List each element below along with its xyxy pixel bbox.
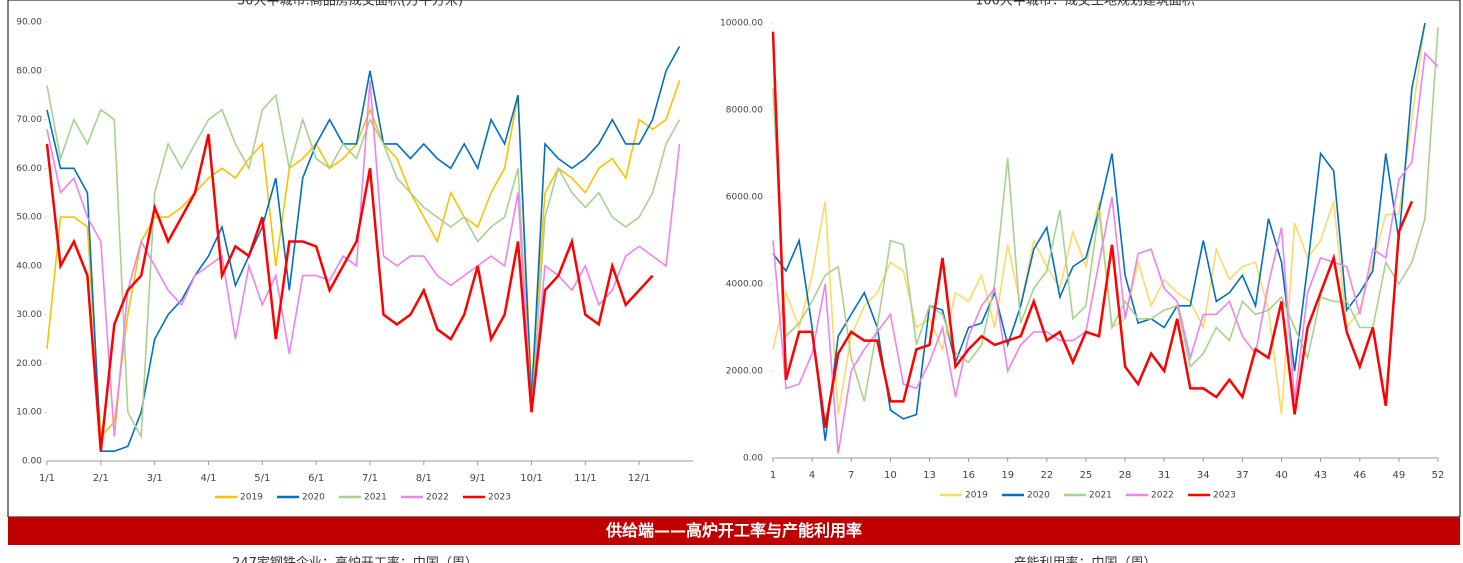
y-tick-label: 90.00 <box>16 18 42 28</box>
caption: 产能利用率：中国（周） <box>1013 552 1156 563</box>
legend-label: 2021 <box>1089 491 1112 501</box>
series-line <box>45 133 654 452</box>
legend-label: 2023 <box>1213 491 1236 501</box>
y-tick-label: 50.00 <box>16 213 42 223</box>
legend-label: 2019 <box>965 491 988 501</box>
x-tick-label: 10/1 <box>520 473 542 484</box>
y-tick-label: 70.00 <box>16 115 42 125</box>
y-tick-label: 10.00 <box>16 408 42 418</box>
y-tick-label: 4000.00 <box>726 280 763 290</box>
chart-title: 30大中城市:商品房成交面积(万平方米) <box>237 0 463 9</box>
y-tick-label: 0.00 <box>743 454 763 464</box>
x-tick-label: 10 <box>884 470 897 481</box>
series-line <box>46 85 681 440</box>
caption: 247家钢铁企业：高炉开工率：中国（周） <box>232 552 478 563</box>
legend-label: 2022 <box>426 493 449 503</box>
x-tick-label: 1 <box>770 470 776 481</box>
y-tick-label: 80.00 <box>16 66 42 76</box>
x-tick-label: 40 <box>1275 470 1288 481</box>
x-tick-label: 11/1 <box>574 473 596 484</box>
x-tick-label: 22 <box>1040 470 1053 481</box>
legend-label: 2020 <box>1027 491 1050 501</box>
legend-label: 2020 <box>302 493 325 503</box>
y-tick-label: 40.00 <box>16 261 42 271</box>
x-tick-label: 46 <box>1353 470 1366 481</box>
series-line <box>772 22 1426 441</box>
series-line <box>771 31 1414 428</box>
x-tick-label: 52 <box>1432 470 1445 481</box>
x-tick-label: 4 <box>809 470 815 481</box>
x-tick-label: 1/1 <box>39 473 55 484</box>
x-tick-label: 25 <box>1080 470 1093 481</box>
y-tick-label: 60.00 <box>16 164 42 174</box>
legend-label: 2022 <box>1151 491 1174 501</box>
x-tick-label: 6/1 <box>308 473 324 484</box>
x-tick-label: 8/1 <box>416 473 432 484</box>
charts: 30大中城市:商品房成交面积(万平方米) 1/1 2/1 3/1 4/1 5/1 6/1 7/… <box>7 0 1461 517</box>
y-tick-label: 30.00 <box>16 310 42 320</box>
x-tick-label: 49 <box>1393 470 1406 481</box>
y-tick-label: 20.00 <box>16 359 42 369</box>
x-tick-label: 3/1 <box>147 473 163 484</box>
legend-label: 2021 <box>364 493 387 503</box>
x-tick-label: 9/1 <box>470 473 486 484</box>
x-tick-label: 13 <box>923 470 936 481</box>
frame <box>7 0 1461 517</box>
legend-label: 2019 <box>240 493 263 503</box>
y-tick-label: 0.00 <box>22 457 42 467</box>
series-line <box>772 51 1439 454</box>
x-tick-label: 12/1 <box>628 473 650 484</box>
x-tick-label: 4/1 <box>200 473 216 484</box>
series-line <box>772 22 1426 415</box>
x-tick-label: 19 <box>1001 470 1014 481</box>
series-line <box>46 80 681 437</box>
x-tick-label: 31 <box>1158 470 1171 481</box>
x-tick-label: 37 <box>1236 470 1249 481</box>
x-tick-label: 2/1 <box>93 473 109 484</box>
series-line <box>772 27 1439 402</box>
series-line <box>46 46 681 452</box>
x-tick-label: 5/1 <box>254 473 270 484</box>
series-line <box>46 80 681 439</box>
y-tick-label: 6000.00 <box>726 193 763 203</box>
y-tick-label: 2000.00 <box>726 367 763 377</box>
x-tick-label: 7 <box>848 470 854 481</box>
x-tick-label: 16 <box>962 470 975 481</box>
section-banner: 供给端——高炉开工率与产能利用率 <box>8 517 1460 545</box>
chart-title: 100大中城市：成交土地规划建筑面积 <box>975 0 1195 9</box>
y-tick-label: 8000.00 <box>726 106 763 116</box>
x-tick-label: 7/1 <box>362 473 378 484</box>
x-tick-label: 43 <box>1314 470 1327 481</box>
x-tick-label: 34 <box>1197 470 1210 481</box>
legend-label: 2023 <box>488 493 511 503</box>
x-tick-label: 28 <box>1119 470 1132 481</box>
y-tick-label: 10000.00 <box>720 19 763 29</box>
